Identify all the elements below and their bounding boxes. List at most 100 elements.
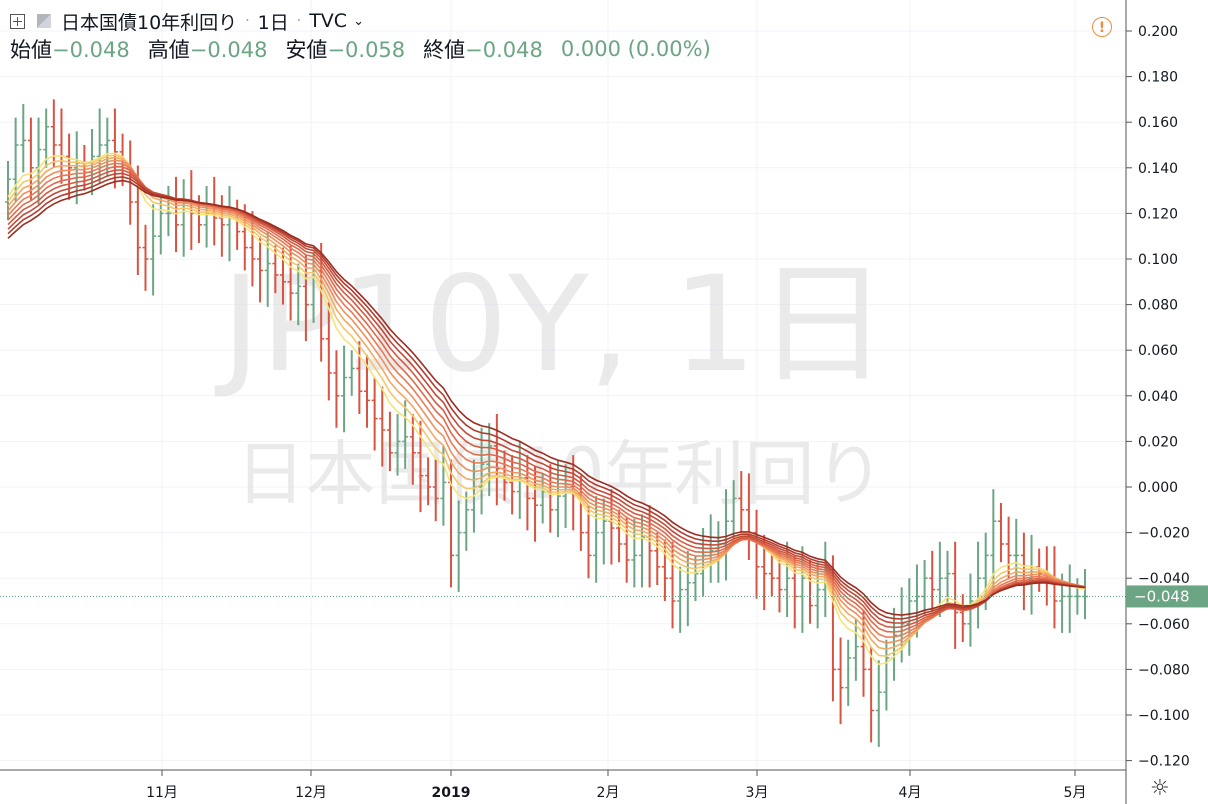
price-tick-label: −0.120	[1138, 754, 1190, 770]
separator-dot: ·	[245, 13, 250, 29]
ohlc-bar	[257, 236, 264, 303]
time-tick-label: 2月	[597, 785, 620, 801]
ohlc-bar	[425, 457, 432, 506]
ohlc-bar	[486, 423, 493, 497]
time-tick-label: 4月	[899, 785, 922, 801]
ohlc-close: 終値−0.048	[423, 38, 543, 62]
ohlc-bar	[852, 619, 859, 681]
ohlc-bar	[532, 466, 539, 542]
ohlc-bar	[58, 108, 65, 184]
price-tick-label: 0.060	[1138, 343, 1178, 359]
ohlc-bar	[677, 566, 684, 633]
price-tick-label: 0.020	[1138, 434, 1178, 450]
ma-line	[7, 159, 1086, 644]
ohlc-bar	[348, 350, 355, 396]
ohlc-bar	[264, 231, 271, 307]
price-tick-label: −0.100	[1138, 708, 1190, 724]
ohlc-bar	[944, 550, 951, 611]
ohlc-bar	[1005, 516, 1012, 579]
ohlc-bar	[585, 505, 592, 579]
ohlc-bar	[20, 103, 27, 173]
symbol-name[interactable]: 日本国債10年利回り	[61, 11, 238, 34]
ma-line	[7, 152, 1086, 666]
ohlc-bar	[860, 610, 867, 697]
price-tick-label: 0.100	[1138, 252, 1178, 268]
ohlc-bar	[868, 646, 875, 743]
flag-icon	[37, 14, 51, 28]
price-tick-label: 0.120	[1138, 206, 1178, 222]
ohlc-bar	[402, 400, 409, 469]
price-tick-label: 0.200	[1138, 24, 1178, 40]
time-tick-label: 11月	[146, 785, 178, 801]
warning-icon[interactable]: !	[1092, 17, 1112, 37]
ohlc-bar	[234, 199, 241, 250]
ohlc-bar	[738, 471, 745, 533]
time-axis[interactable]: 11月 12月 2019 2月 3月 4月 5月	[146, 770, 1086, 801]
symbol-row[interactable]: 日本国債10年利回り · 1日 · TVC ⌄	[10, 8, 711, 34]
ohlc-bar	[883, 639, 890, 711]
price-tick-label: −0.040	[1138, 571, 1190, 587]
price-tick-label: 0.040	[1138, 389, 1178, 405]
ohlc-bar	[921, 559, 928, 615]
ohlc-bar	[1020, 532, 1027, 611]
ohlc-bar	[104, 117, 111, 177]
ohlc-bar	[997, 502, 1004, 563]
ohlc-bar	[669, 541, 676, 629]
chevron-down-icon[interactable]: ⌄	[353, 13, 364, 29]
expand-icon[interactable]	[10, 13, 25, 29]
ohlc-bar	[295, 263, 302, 326]
ohlc-open: 始値−0.048	[10, 38, 130, 62]
ohlc-bar	[837, 637, 844, 725]
ma-line	[7, 162, 1086, 638]
ohlc-bar	[929, 550, 936, 613]
exchange[interactable]: TVC	[309, 10, 348, 32]
ohlc-bar	[509, 455, 516, 515]
price-tick-label: 0.140	[1138, 161, 1178, 177]
ma-line	[7, 179, 1086, 616]
ohlc-bar	[600, 498, 607, 565]
ohlc-bar	[287, 245, 294, 321]
ohlc-bar	[356, 341, 363, 415]
ohlc-bar	[341, 345, 348, 433]
ohlc-bar	[5, 160, 11, 221]
ohlc-bar	[975, 541, 982, 629]
ohlc-bar	[203, 186, 210, 248]
time-tick-label: 2019	[432, 785, 471, 801]
price-axis[interactable]: 0.200 0.180 0.160 0.140 0.120 0.100 0.080 0.060…	[1126, 24, 1190, 770]
ma-line	[7, 156, 1086, 651]
ohlc-bar	[394, 414, 401, 476]
ohlc-bar	[432, 459, 439, 522]
ohlc-bar	[1066, 564, 1073, 633]
ohlc-bar	[333, 350, 340, 428]
separator-dot: ·	[296, 13, 302, 29]
interval[interactable]: 1日	[257, 11, 289, 34]
ohlc-bar	[142, 224, 149, 291]
ohlc-bar	[180, 179, 187, 257]
ohlc-bar	[302, 254, 309, 342]
ohlc-bar	[440, 445, 447, 526]
ohlc-bar	[753, 509, 760, 599]
ohlc-bar	[325, 302, 332, 401]
ohlc-bar	[692, 555, 699, 601]
watermark-line2: 日本国債10年利回り	[235, 433, 884, 515]
time-tick-label: 5月	[1064, 785, 1087, 801]
ohlc-bar	[371, 377, 378, 451]
price-tick-label: 0.000	[1138, 480, 1178, 496]
gear-icon[interactable]: ☼	[1150, 776, 1170, 801]
ohlc-bar	[959, 594, 966, 643]
ohlc-bar	[111, 108, 118, 189]
ohlc-bar	[1051, 546, 1058, 629]
ohlc-row: 始値−0.048 高値−0.048 安値−0.058 終値−0.048 0.00…	[10, 34, 711, 64]
ohlc-bar	[875, 660, 882, 747]
price-tick-label: 0.160	[1138, 115, 1178, 131]
ohlc-bar	[554, 459, 561, 538]
ohlc-bar	[776, 550, 783, 613]
last-price-label: −0.048	[1134, 587, 1190, 605]
ohlc-bar	[623, 516, 630, 583]
ohlc-bar	[279, 247, 286, 305]
ohlc-low: 安値−0.058	[285, 38, 406, 62]
ohlc-bar	[768, 555, 775, 597]
price-tick-label: 0.180	[1138, 70, 1178, 86]
ohlc-bar	[1082, 569, 1088, 620]
